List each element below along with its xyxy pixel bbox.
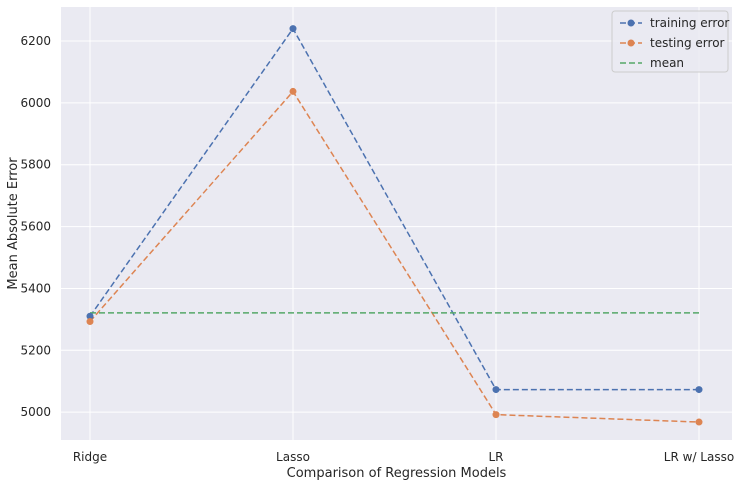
data-point-1-1	[289, 87, 297, 95]
data-point-0-1	[289, 25, 297, 33]
data-point-1-3	[695, 418, 703, 426]
x-tick-label: LR	[488, 450, 503, 464]
x-axis-label: Comparison of Regression Models	[287, 466, 507, 481]
y-tick-label: 5200	[20, 343, 51, 357]
y-axis-ticks: 5000 5200 5400 5600 5800 6000 6200	[20, 34, 51, 419]
y-tick-label: 5000	[20, 405, 51, 419]
legend: training error testing error mean	[611, 10, 729, 73]
x-tick-label: LR w/ Lasso	[664, 450, 734, 464]
data-point-0-2	[492, 386, 500, 394]
legend-label: testing error	[650, 36, 725, 50]
legend-label: mean	[650, 56, 684, 70]
series-line-1	[89, 90, 700, 423]
x-axis-ticks: Ridge Lasso LR LR w/ Lasso	[73, 450, 734, 464]
series-line-0	[89, 27, 699, 391]
y-tick-label: 6000	[20, 96, 51, 110]
y-tick-label: 5600	[20, 220, 51, 234]
data-point-0-0	[86, 312, 94, 320]
legend-swatch-marker	[627, 19, 635, 27]
data-point-1-2	[492, 411, 500, 419]
series-lines	[89, 27, 700, 423]
legend-box	[611, 10, 729, 73]
x-tick-label: Lasso	[276, 450, 310, 464]
y-tick-label: 5800	[20, 158, 51, 172]
plot-background	[61, 7, 732, 440]
legend-swatch-marker	[627, 39, 635, 47]
series-markers	[86, 25, 703, 426]
legend-label: training error	[650, 16, 729, 30]
y-axis-label: Mean Absolute Error	[6, 157, 21, 290]
data-point-0-3	[695, 386, 703, 394]
data-point-1-0	[86, 318, 94, 326]
y-tick-label: 5400	[20, 281, 51, 295]
y-tick-label: 6200	[20, 34, 51, 48]
x-tick-label: Ridge	[73, 450, 107, 464]
grid-lines	[61, 7, 732, 440]
